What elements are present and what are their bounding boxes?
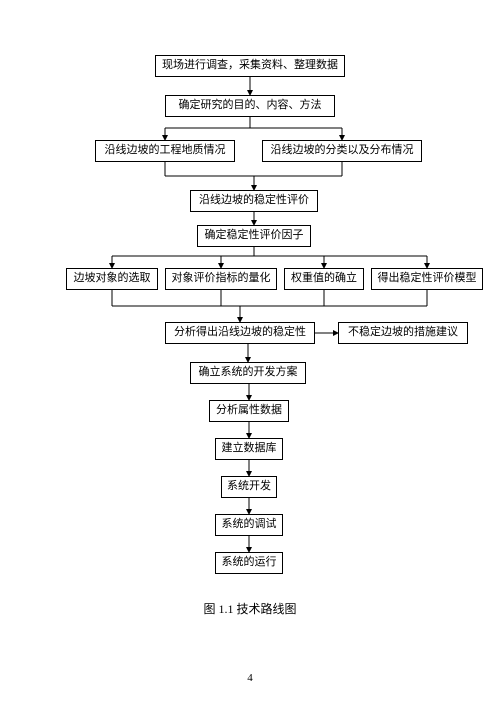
node-n6b: 对象评价指标的量化 xyxy=(165,268,277,290)
node-n6d: 得出稳定性评价模型 xyxy=(371,268,483,290)
node-n3b: 沿线边坡的分类以及分布情况 xyxy=(262,140,422,162)
node-n9: 分析属性数据 xyxy=(209,400,289,422)
node-n7s: 不稳定边坡的措施建议 xyxy=(338,322,468,344)
node-n7: 分析得出沿线边坡的稳定性 xyxy=(165,322,315,344)
node-n13: 系统的运行 xyxy=(215,552,283,574)
node-n1: 现场进行调查，采集资料、整理数据 xyxy=(155,55,345,77)
node-n5: 确定稳定性评价因子 xyxy=(197,225,311,247)
node-n2: 确定研究的目的、内容、方法 xyxy=(165,95,335,117)
node-n6c: 权重值的确立 xyxy=(284,268,364,290)
page-number: 4 xyxy=(0,672,500,684)
node-n11: 系统开发 xyxy=(221,476,277,498)
node-n3a: 沿线边坡的工程地质情况 xyxy=(95,140,235,162)
node-n12: 系统的调试 xyxy=(215,514,283,536)
node-n4: 沿线边坡的稳定性评价 xyxy=(190,190,318,212)
flowchart-canvas: 现场进行调查，采集资料、整理数据确定研究的目的、内容、方法沿线边坡的工程地质情况… xyxy=(0,0,500,706)
node-n8: 确立系统的开发方案 xyxy=(190,362,306,384)
figure-caption: 图 1.1 技术路线图 xyxy=(0,600,500,617)
node-n6a: 边坡对象的选取 xyxy=(66,268,158,290)
node-n10: 建立数据库 xyxy=(215,438,283,460)
